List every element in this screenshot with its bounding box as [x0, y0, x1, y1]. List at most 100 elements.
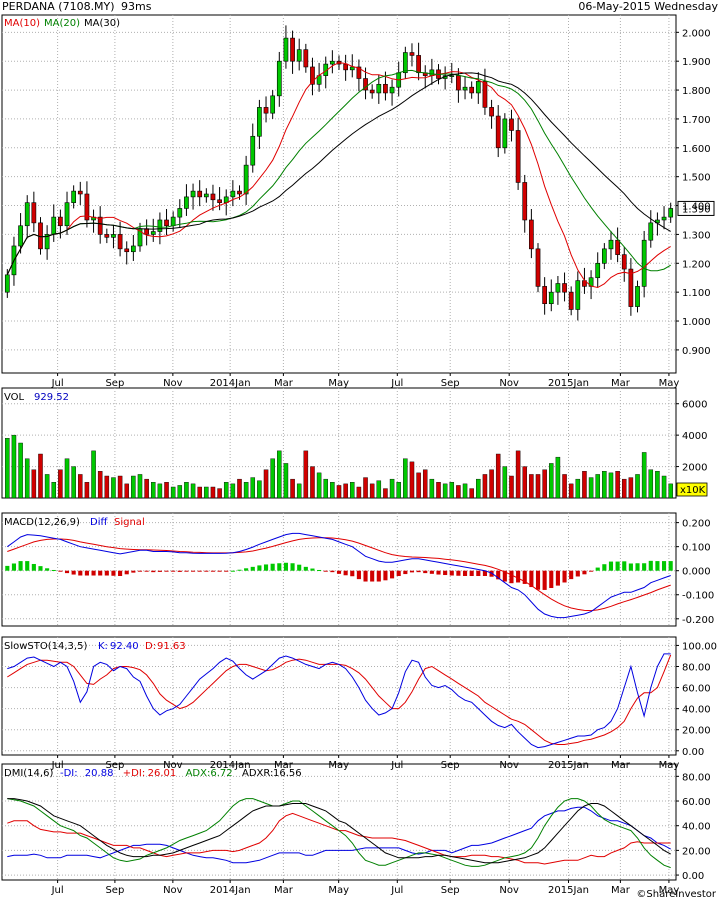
macd-legend-signal: Signal [114, 517, 145, 528]
dmi-legend-name: ADX: [186, 768, 211, 779]
vol-label: VOL [4, 392, 25, 403]
sto-xtick-label: Jul [390, 760, 403, 771]
candle-body [164, 219, 169, 227]
macd-histogram-bar [628, 563, 633, 571]
dmi-legend-name: -DI: [60, 768, 78, 779]
candle-body [502, 118, 508, 149]
volume-bar [84, 482, 90, 499]
macd-histogram-bar [51, 569, 56, 571]
macd-histogram-bar [423, 570, 428, 574]
unit-label: x10K [680, 485, 706, 496]
candle-body [389, 86, 395, 94]
volume-bar [363, 477, 368, 499]
macd-histogram-bar [118, 570, 123, 576]
volume-bar [588, 477, 594, 499]
volume-bar [615, 471, 620, 499]
volume-bar [71, 466, 76, 499]
price-xtick-label: Jul [51, 378, 64, 389]
volume-bar [283, 463, 289, 499]
dmi-ytick-label: 20.00 [682, 846, 711, 857]
volume-bar [549, 463, 554, 499]
dmi-legend-value: 16.56 [273, 768, 302, 779]
dmi-ytick-label: 60.00 [682, 797, 711, 808]
candle-body [18, 225, 23, 247]
candle-body [542, 286, 548, 305]
candle-body [595, 262, 601, 279]
macd-histogram-bar [58, 570, 63, 572]
volume-bar [91, 450, 96, 499]
last-price-tag [677, 200, 715, 216]
candle-body [535, 248, 541, 287]
macd-histogram-bar [516, 570, 521, 583]
volume-bar [648, 469, 654, 499]
price-xtick-label: Nov [499, 378, 519, 389]
macd-histogram-bar [589, 570, 594, 572]
volume-bar [51, 482, 57, 499]
macd-histogram-bar [542, 570, 547, 590]
candle-body [203, 193, 209, 198]
dmi-xtick-label: Nov [163, 885, 183, 896]
volume-bar [157, 483, 163, 499]
macd-histogram-bar [383, 570, 388, 581]
candle-body [270, 95, 276, 114]
candle-body [283, 37, 289, 62]
candle-body [495, 115, 501, 149]
sto-xtick-label: Mar [611, 760, 631, 771]
macd-histogram-bar [396, 570, 401, 576]
volume-bar [137, 474, 143, 499]
macd-histogram-bar [535, 570, 541, 590]
macd-histogram-bar [575, 570, 580, 577]
dmi-xtick-label: 2015Jan [548, 885, 589, 896]
macd-histogram-bar [64, 570, 70, 574]
candle-body [343, 63, 348, 71]
volume-bar [396, 482, 401, 499]
candle-body [635, 286, 640, 307]
dmi-xtick-label: Mar [611, 885, 631, 896]
price-ytick-label: 1.800 [682, 86, 711, 97]
macd-histogram-bar [496, 570, 501, 580]
candle-body [648, 222, 654, 241]
vol-ytick-label: 6000 [682, 400, 707, 411]
candle-body [562, 283, 567, 293]
volume-bar [117, 475, 123, 499]
stoch-d-line [7, 654, 672, 745]
volume-bar [303, 450, 309, 499]
dmi-ytick-label: 40.00 [682, 822, 711, 833]
macd-histogram-bar [509, 570, 514, 584]
volume-bar [11, 434, 17, 499]
macd-histogram-bar [562, 570, 567, 583]
candle-body [197, 190, 203, 198]
volume-bar [668, 483, 673, 499]
macd-histogram-bar [668, 561, 673, 571]
macd-histogram-bar [336, 570, 342, 574]
macd-histogram-bar [449, 570, 454, 576]
macd-histogram-bar [615, 561, 620, 571]
macd-histogram-bar [230, 570, 235, 572]
candle-body [131, 245, 136, 253]
macd-histogram-bar [661, 561, 667, 571]
macd-histogram-bar [310, 568, 315, 571]
dmi-label: DMI(14,6) [4, 768, 53, 779]
volume-bar [522, 466, 527, 499]
dmi-xtick-label: May [659, 885, 680, 896]
volume-bar [78, 474, 83, 499]
volume-bar [369, 483, 375, 499]
macd-histogram-bar [84, 570, 89, 576]
ma30-line [6, 72, 671, 276]
macd-histogram-bar [343, 570, 348, 576]
volume-bar [383, 488, 388, 499]
macd-histogram-bar [456, 570, 461, 576]
volume-bar [223, 482, 229, 499]
macd-signal-line [7, 537, 671, 612]
volume-bar [489, 469, 494, 499]
price-xtick-label: Sep [441, 378, 460, 389]
macd-histogram-bar [569, 570, 574, 580]
volume-bar [24, 458, 30, 499]
macd-histogram-bar [529, 570, 534, 588]
macd-ytick-label: 0.000 [682, 567, 711, 578]
candle-body [522, 182, 528, 221]
macd-histogram-bar [144, 570, 149, 572]
volume-bar [277, 450, 282, 499]
volume-bar [562, 474, 567, 499]
